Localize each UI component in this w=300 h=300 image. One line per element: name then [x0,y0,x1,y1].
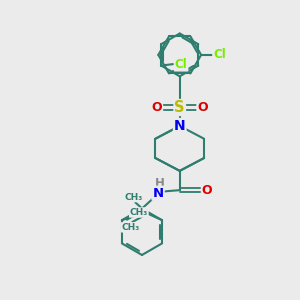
Text: N: N [152,187,164,200]
Text: O: O [202,184,212,197]
Text: CH₃: CH₃ [122,223,140,232]
Text: S: S [175,100,185,115]
Text: CH₃: CH₃ [125,193,143,202]
Text: N: N [174,119,185,133]
Text: Cl: Cl [213,48,226,62]
Text: H: H [155,177,165,190]
Text: O: O [152,101,162,114]
Text: Cl: Cl [175,58,188,70]
Text: CH₃: CH₃ [130,208,148,217]
Text: O: O [197,101,208,114]
